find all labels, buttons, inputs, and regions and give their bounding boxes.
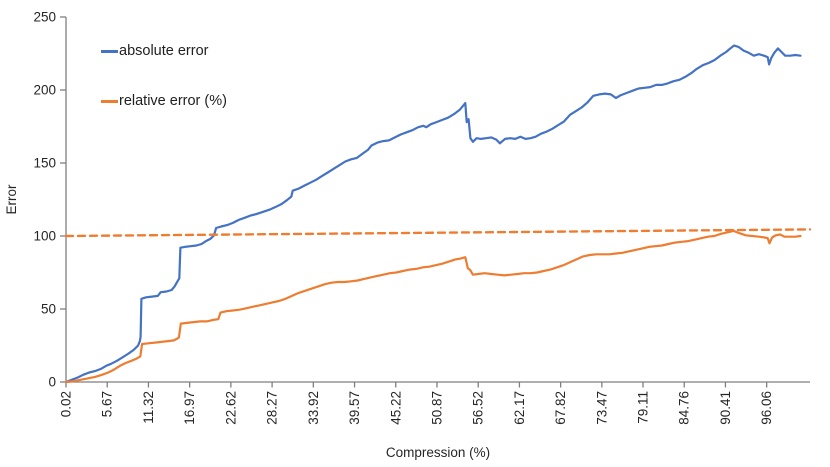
legend-swatch-blue-line [101, 49, 118, 53]
legend-item-absolute-error: absolute error [101, 43, 227, 59]
x-tick-label: 79.11 [636, 391, 651, 424]
x-tick-label: 22.62 [223, 391, 238, 425]
x-tick-label: 39.57 [347, 391, 362, 425]
x-tick-label: 56.52 [471, 391, 486, 425]
series-line-absolute-error [64, 44, 802, 384]
legend-swatch-orange-line [101, 99, 118, 103]
legend-label: absolute error [119, 43, 209, 59]
y-tick-label: 250 [33, 10, 56, 25]
legend: absolute error relative error (%) [101, 43, 227, 143]
series-line-reference-trend-dashed- [64, 228, 812, 238]
x-tick-label: 45.22 [388, 391, 403, 425]
x-axis-title: Compression (%) [386, 445, 490, 460]
y-tick-label: 50 [41, 302, 56, 317]
y-axis-title: Error [4, 184, 19, 215]
legend-label: relative error (%) [119, 93, 227, 109]
x-tick-label: 96.06 [759, 391, 774, 425]
x-tick-label: 67.82 [553, 391, 568, 425]
x-tick-label: 73.47 [594, 391, 609, 425]
x-tick-label: 0.02 [59, 391, 74, 417]
y-tick-label: 150 [33, 156, 56, 171]
x-tick-label: 5.67 [100, 391, 115, 417]
x-tick-label: 84.76 [677, 391, 692, 425]
x-tick-label: 28.27 [265, 391, 280, 425]
x-tick-label: 90.41 [718, 391, 733, 425]
x-tick-label: 16.97 [182, 391, 197, 425]
x-tick-label: 11.32 [141, 391, 156, 424]
x-tick-label: 62.17 [512, 391, 527, 425]
x-tick-label: 33.92 [306, 391, 321, 425]
legend-item-relative-error: relative error (%) [101, 93, 227, 109]
x-tick-label: 50.87 [429, 391, 444, 425]
y-tick-label: 0 [48, 375, 56, 390]
y-tick-label: 100 [33, 229, 56, 244]
y-tick-label: 200 [33, 83, 56, 98]
series-line-relative-error- [64, 229, 802, 384]
